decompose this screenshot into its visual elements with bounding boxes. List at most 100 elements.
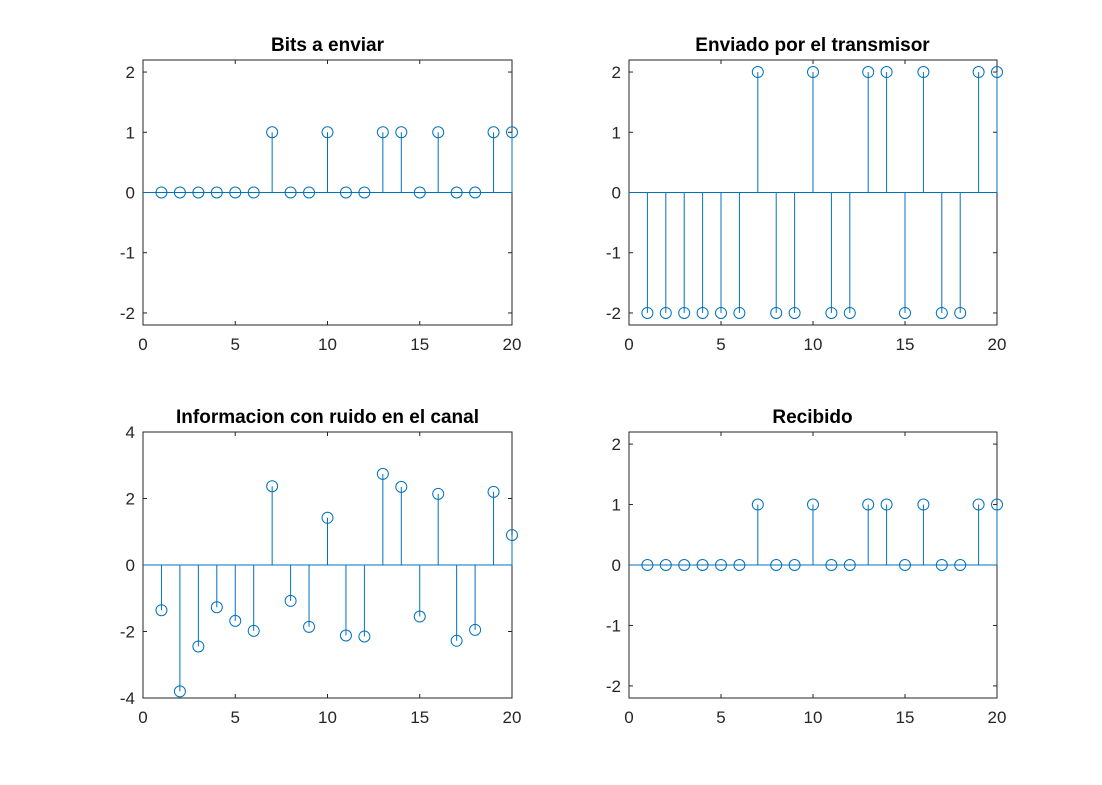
stem-marker: [450, 186, 463, 199]
subplot-3-title: Informacion con ruido en el canal: [176, 407, 479, 428]
stem-marker: [266, 480, 279, 493]
stem-marker: [678, 306, 691, 319]
x-tick-label: 0: [138, 335, 147, 354]
stem-marker: [751, 66, 764, 79]
stem-marker: [395, 126, 408, 139]
y-tick-label: 2: [612, 435, 621, 454]
subplot-3: Informacion con ruido en el canal 0 5 10 15…: [120, 407, 522, 727]
stem-marker: [506, 529, 518, 542]
x-tick-label: 15: [410, 335, 429, 354]
stem-marker: [247, 186, 260, 199]
y-tick-label: 2: [126, 63, 135, 82]
y-tick-label: -1: [120, 244, 135, 263]
stem-marker: [843, 306, 856, 319]
stem-marker: [339, 629, 352, 642]
stem-marker: [880, 66, 893, 79]
x-tick-label: 10: [318, 335, 337, 354]
stem-marker: [843, 559, 856, 571]
x-tick-label: 5: [231, 335, 240, 354]
stem-marker: [733, 559, 746, 571]
subplot-1: Bits a enviar 0 5 10 15 20 -2 -1 0 1 2: [120, 35, 522, 354]
stem-marker: [678, 559, 691, 571]
stem-marker: [469, 623, 482, 636]
stem-marker: [641, 306, 654, 319]
x-tick-label: 15: [896, 335, 915, 354]
x-tick-label: 15: [896, 708, 915, 727]
stem-marker: [751, 498, 764, 511]
stem-marker: [192, 186, 205, 199]
x-tick-label: 10: [804, 708, 823, 727]
stem-marker: [788, 306, 801, 319]
x-tick-label: 5: [716, 708, 725, 727]
x-tick-label: 5: [231, 708, 240, 727]
stem-marker: [376, 126, 389, 139]
stem-marker: [173, 186, 186, 199]
stem-marker: [917, 498, 930, 511]
stem-marker: [770, 559, 783, 571]
x-tick-label: 0: [138, 708, 147, 727]
stem-marker: [972, 498, 985, 511]
stem-marker: [303, 620, 316, 633]
stem-marker: [155, 604, 168, 617]
stem-marker: [807, 66, 819, 79]
stem-marker: [450, 634, 463, 647]
stem-marker: [487, 485, 500, 498]
stem-marker: [303, 186, 316, 199]
stem-marker: [954, 559, 967, 571]
stem-marker: [155, 186, 168, 199]
y-tick-label: -2: [120, 623, 135, 642]
stem-marker: [899, 559, 911, 571]
stem-marker: [210, 186, 223, 199]
subplot-4-title: Recibido: [772, 407, 852, 428]
stem-marker: [715, 559, 727, 571]
x-tick-label: 20: [988, 335, 1007, 354]
y-tick-label: -2: [606, 304, 621, 323]
stem-marker: [266, 126, 279, 139]
x-tick-label: 20: [988, 708, 1007, 727]
x-tick-label: 15: [410, 708, 429, 727]
stem-marker: [395, 480, 408, 493]
subplot-1-title: Bits a enviar: [271, 35, 385, 56]
stem-marker: [247, 624, 260, 637]
stem-marker: [173, 685, 186, 698]
subplot-2-title: Enviado por el transmisor: [695, 35, 930, 56]
stem-marker: [659, 306, 672, 319]
y-tick-label: 4: [126, 423, 135, 442]
stem-marker: [413, 186, 426, 199]
stem-marker: [862, 498, 875, 511]
y-tick-label: -1: [606, 616, 621, 635]
stem-marker: [733, 306, 746, 319]
stem-marker: [376, 467, 389, 480]
stem-marker: [935, 306, 948, 319]
y-tick-label: 1: [612, 496, 621, 515]
stem-marker: [358, 186, 371, 199]
stem-marker: [229, 614, 242, 627]
stem-marker: [432, 487, 445, 500]
stem-marker: [825, 306, 838, 319]
stem-marker: [770, 306, 783, 319]
stem-marker: [339, 186, 352, 199]
x-tick-label: 0: [624, 335, 633, 354]
stem-marker: [321, 126, 334, 139]
stem-marker: [972, 66, 985, 79]
stem-marker: [284, 186, 297, 199]
y-tick-label: 1: [126, 123, 135, 142]
y-tick-label: 0: [126, 184, 135, 203]
stem-marker: [413, 610, 426, 623]
y-tick-label: 2: [612, 63, 621, 82]
stem-marker: [358, 630, 371, 643]
stem-marker: [659, 559, 672, 571]
y-tick-label: -4: [120, 689, 135, 708]
stem-marker: [954, 306, 967, 319]
stem-marker: [899, 306, 911, 319]
y-tick-label: 0: [612, 556, 621, 575]
stem-marker: [880, 498, 893, 511]
stem-marker: [469, 186, 482, 199]
stem-marker: [696, 559, 709, 571]
stem-marker: [210, 601, 223, 614]
stem-marker: [788, 559, 801, 571]
x-tick-label: 10: [804, 335, 823, 354]
stem-marker: [807, 498, 819, 511]
